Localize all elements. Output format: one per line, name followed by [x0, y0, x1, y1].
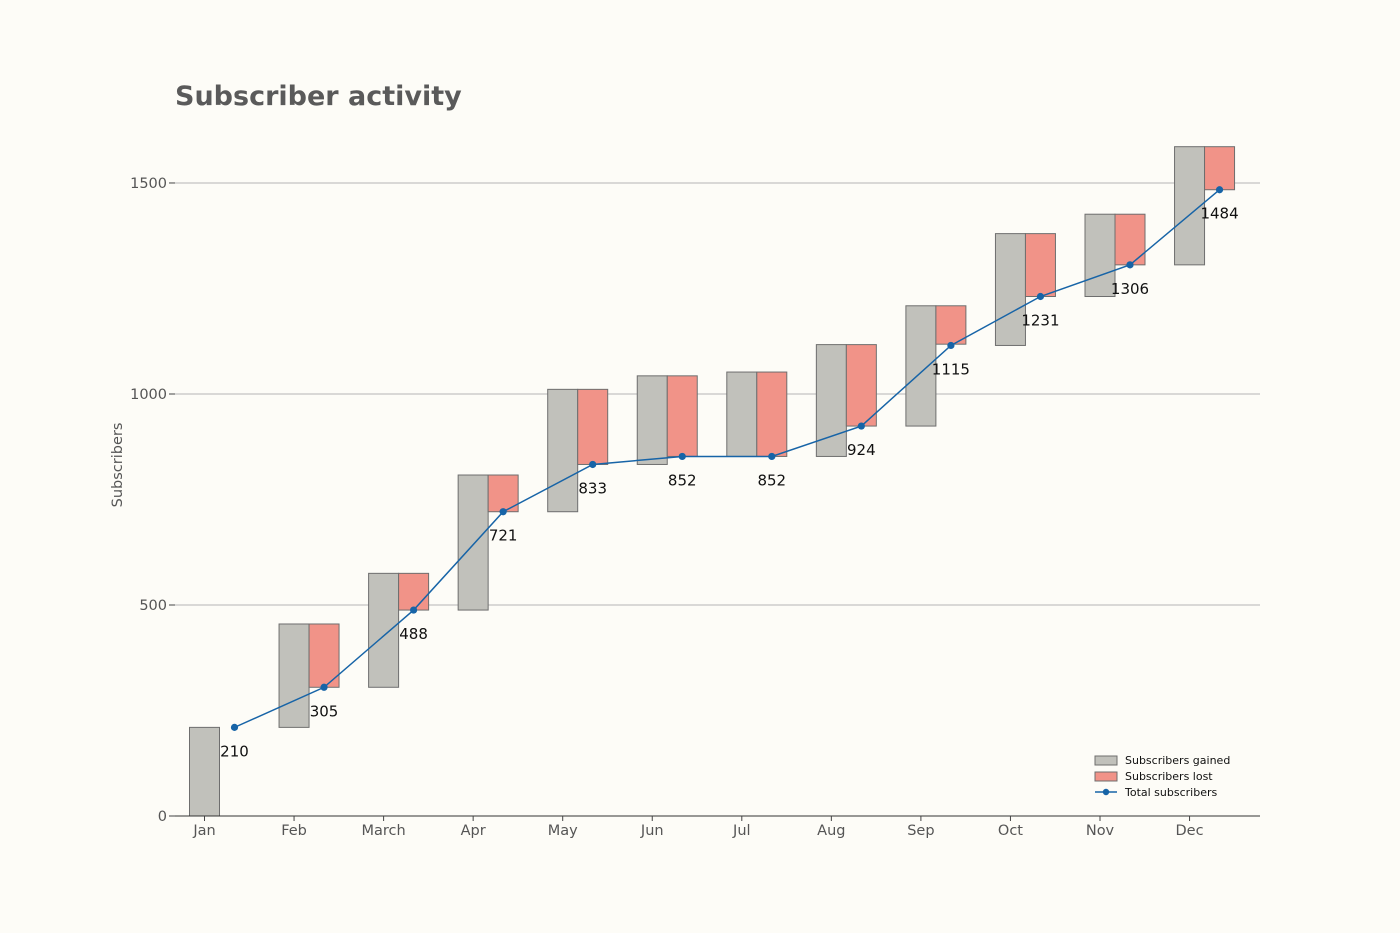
gained-bar-apr	[457, 474, 489, 611]
y-tick-label-1000: 1000	[130, 387, 167, 403]
data-labels: 210 305 488 721 833 852 852 924 1115 1231 1306 1484	[220, 205, 1238, 761]
lost-bar-jun	[666, 375, 698, 457]
total-marker-jan	[230, 723, 239, 731]
gained-bar-jan	[189, 726, 220, 817]
lost-bar-feb	[308, 623, 340, 688]
bars	[189, 146, 1236, 817]
legend: Subscribers gained Subscribers lost Tota…	[1094, 754, 1230, 799]
x-tick-label-march: March	[361, 823, 405, 839]
legend-swatch-lost	[1094, 771, 1118, 782]
total-marker-jul	[768, 452, 776, 461]
gridlines	[175, 182, 1260, 606]
lost-bar-sep	[935, 305, 967, 345]
gained-bar-feb	[278, 623, 310, 728]
total-label-jan: 210	[220, 742, 249, 760]
lost-bar-may	[577, 388, 609, 465]
chart-title: Subscriber activity	[175, 81, 462, 112]
total-marker-dec	[1215, 186, 1224, 194]
x-tick-label-aug: Aug	[817, 823, 845, 839]
x-tick-label-feb: Feb	[281, 823, 307, 839]
y-tick-label-1500: 1500	[130, 176, 167, 192]
total-subscribers-line	[234, 189, 1221, 729]
y-tick-label-500: 500	[139, 598, 167, 614]
lost-bar-dec	[1204, 146, 1236, 191]
total-marker-apr	[499, 508, 507, 516]
x-tick-label-dec: Dec	[1176, 823, 1204, 839]
legend-swatch-gained	[1094, 755, 1118, 766]
x-tick-label-jan: Jan	[192, 823, 215, 839]
legend-label-total: Total subscribers	[1124, 786, 1218, 799]
total-marker-oct	[1036, 292, 1045, 301]
x-tick-label-nov: Nov	[1086, 823, 1115, 839]
legend-swatch-total-marker	[1102, 788, 1110, 796]
total-marker-march	[410, 606, 418, 614]
total-line	[230, 186, 1224, 731]
x-tick-label-may: May	[548, 823, 578, 839]
total-label-apr: 721	[489, 527, 518, 545]
total-marker-sep	[947, 341, 955, 350]
x-tick-label-oct: Oct	[998, 823, 1023, 839]
axes: 0 500 1000 1500 Jan Feb March Apr May Jun Jul Aug Se…	[130, 176, 1260, 839]
total-marker-may	[589, 460, 597, 469]
legend-label-lost: Subscribers lost	[1125, 770, 1213, 783]
lost-bar-nov	[1114, 213, 1146, 266]
total-label-feb: 305	[310, 702, 339, 720]
x-tick-label-sep: Sep	[907, 823, 934, 839]
gained-bar-may	[547, 388, 579, 513]
gained-bar-march	[368, 572, 400, 688]
total-label-oct: 1231	[1021, 312, 1059, 330]
x-tick-label-jul: Jul	[732, 823, 751, 839]
total-label-sep: 1115	[932, 360, 970, 378]
total-label-jul: 852	[757, 471, 786, 489]
total-label-aug: 924	[847, 441, 876, 459]
lost-bar-march	[398, 572, 430, 611]
legend-label-gained: Subscribers gained	[1125, 754, 1230, 767]
lost-bar-aug	[845, 344, 877, 427]
gained-bar-jun	[636, 375, 668, 465]
total-label-nov: 1306	[1111, 280, 1149, 298]
gained-bar-aug	[815, 344, 847, 457]
total-marker-aug	[857, 422, 865, 430]
total-marker-nov	[1126, 261, 1134, 269]
y-tick-label-0: 0	[158, 809, 167, 825]
lost-bar-jul	[756, 371, 788, 457]
total-label-march: 488	[399, 625, 428, 643]
total-label-jun: 852	[668, 471, 697, 489]
y-axis-label: Subscribers	[110, 423, 126, 508]
total-marker-feb	[320, 683, 328, 691]
lost-bar-oct	[1024, 233, 1056, 298]
gained-bar-oct	[994, 233, 1026, 346]
total-marker-jun	[678, 452, 686, 461]
total-label-dec: 1484	[1200, 205, 1238, 223]
x-tick-label-jun: Jun	[640, 823, 664, 839]
gained-bar-jul	[726, 371, 758, 457]
gained-bar-nov	[1084, 213, 1116, 298]
gained-bar-sep	[905, 305, 937, 427]
total-label-may: 833	[578, 479, 607, 497]
x-tick-label-apr: Apr	[461, 823, 486, 839]
